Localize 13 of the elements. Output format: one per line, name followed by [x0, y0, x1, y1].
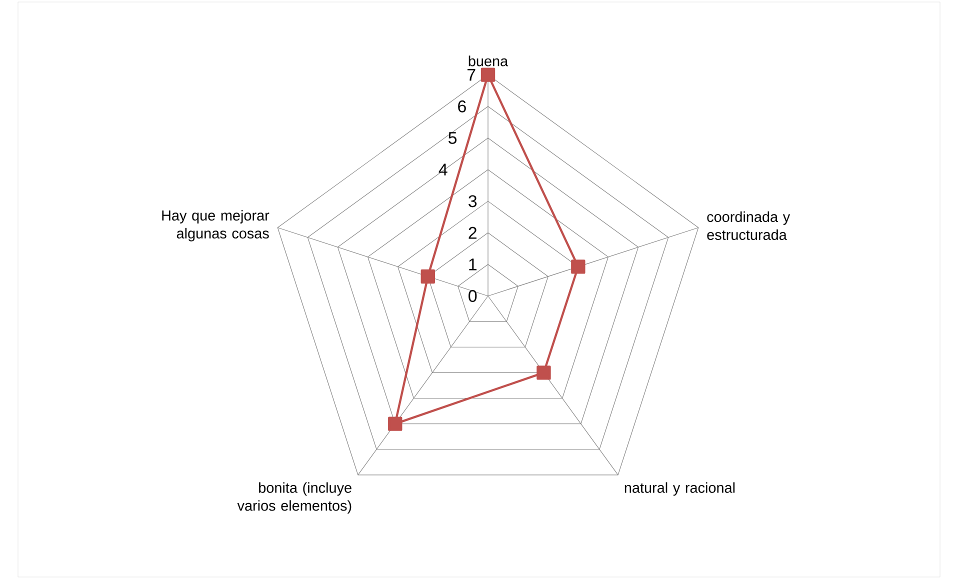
y-tick-label: 2 — [468, 226, 476, 239]
y-tick-label: 0 — [468, 290, 477, 302]
y-tick-label: 1 — [469, 258, 477, 270]
spoke-label: Hay que mejorar algunas cosas — [162, 210, 270, 242]
y-tick-label: 4 — [438, 164, 448, 176]
spoke-label: buena — [468, 56, 508, 66]
spoke-label: natural y racional — [624, 482, 735, 496]
y-tick-label: 3 — [468, 195, 477, 208]
y-tick-label: 6 — [458, 100, 466, 112]
spoke-label: coordinada y estructurada — [707, 211, 790, 240]
y-tick-label: 7 — [468, 68, 476, 81]
y-tick-label: 5 — [448, 132, 457, 144]
spoke-label: bonita (incluye varios elementos) — [237, 482, 352, 514]
